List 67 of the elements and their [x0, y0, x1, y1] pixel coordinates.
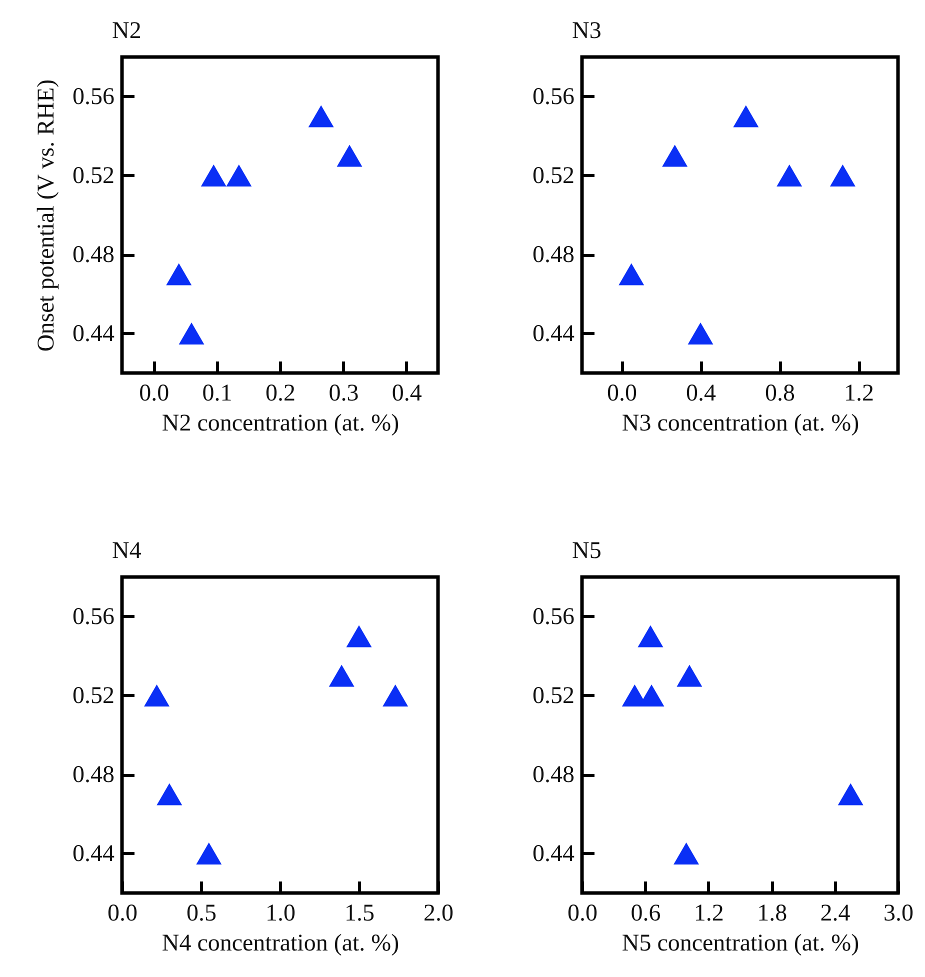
x-tick-label: 0.1	[202, 380, 232, 406]
x-tick-label: 0.0	[108, 900, 138, 926]
y-tick-label: 0.52	[532, 683, 574, 709]
x-axis-title: N3 concentration (at. %)	[622, 410, 860, 436]
y-tick-label: 0.48	[532, 242, 574, 268]
x-tick-label: 2.4	[820, 900, 850, 926]
x-tick-label: 1.2	[844, 380, 874, 406]
y-tick-label: 0.52	[72, 683, 114, 709]
x-tick-label: 3.0	[884, 900, 914, 926]
point	[336, 144, 362, 167]
point	[382, 684, 408, 707]
x-tick-label: 1.0	[266, 900, 296, 926]
y-tick-label: 0.44	[72, 841, 114, 867]
x-tick-label: 0.0	[607, 380, 637, 406]
point	[662, 144, 688, 167]
x-tick-label: 0.5	[186, 900, 216, 926]
x-tick-label: 0.4	[392, 380, 422, 406]
x-axis-title: N2 concentration (at. %)	[162, 410, 400, 436]
point	[838, 783, 864, 806]
x-tick-label: 0.6	[630, 900, 661, 926]
y-tick-label: 0.52	[72, 163, 114, 189]
x-tick-label: 0.2	[266, 380, 296, 406]
x-tick-label: 2.0	[424, 900, 454, 926]
point	[346, 625, 372, 648]
x-tick-label: 1.8	[757, 900, 788, 926]
chart-title: N3	[572, 18, 602, 44]
y-tick-label: 0.48	[72, 242, 114, 268]
point	[166, 263, 192, 286]
y-tick-label: 0.56	[72, 604, 114, 630]
x-tick-label: 1.5	[344, 900, 374, 926]
point	[226, 164, 252, 187]
x-tick-label: 0.0	[139, 380, 170, 406]
x-tick-label: 0.3	[328, 380, 359, 406]
point	[830, 164, 856, 187]
point	[308, 105, 334, 128]
x-axis-title: N5 concentration (at. %)	[622, 930, 860, 956]
x-tick-label: 1.2	[694, 900, 724, 926]
point	[144, 684, 170, 707]
point	[156, 783, 182, 806]
x-tick-label: 0.8	[765, 380, 795, 406]
y-tick-label: 0.56	[532, 84, 574, 110]
y-tick-label: 0.56	[532, 604, 574, 630]
y-tick-label: 0.44	[532, 321, 574, 347]
y-tick-label: 0.52	[532, 163, 574, 189]
y-tick-label: 0.48	[72, 762, 114, 788]
point	[196, 842, 222, 865]
x-tick-label: 0.4	[686, 380, 716, 406]
point	[618, 263, 644, 286]
chart-title: N5	[572, 538, 602, 564]
chart-title: N2	[112, 18, 142, 44]
chart-title: N4	[112, 538, 142, 564]
y-axis-title: Onset potential (V vs. RHE)	[34, 79, 60, 352]
point	[674, 842, 700, 865]
point	[676, 664, 702, 687]
point	[638, 625, 664, 648]
y-tick-label: 0.48	[532, 762, 574, 788]
x-axis-title: N4 concentration (at. %)	[162, 930, 400, 956]
x-tick-label: 0.0	[568, 900, 598, 926]
y-tick-label: 0.44	[72, 321, 114, 347]
point	[733, 105, 759, 128]
point	[328, 664, 354, 687]
point	[200, 164, 226, 187]
point	[776, 164, 802, 187]
y-tick-label: 0.44	[532, 841, 574, 867]
point	[178, 322, 204, 345]
point	[688, 322, 714, 345]
y-tick-label: 0.56	[72, 84, 114, 110]
